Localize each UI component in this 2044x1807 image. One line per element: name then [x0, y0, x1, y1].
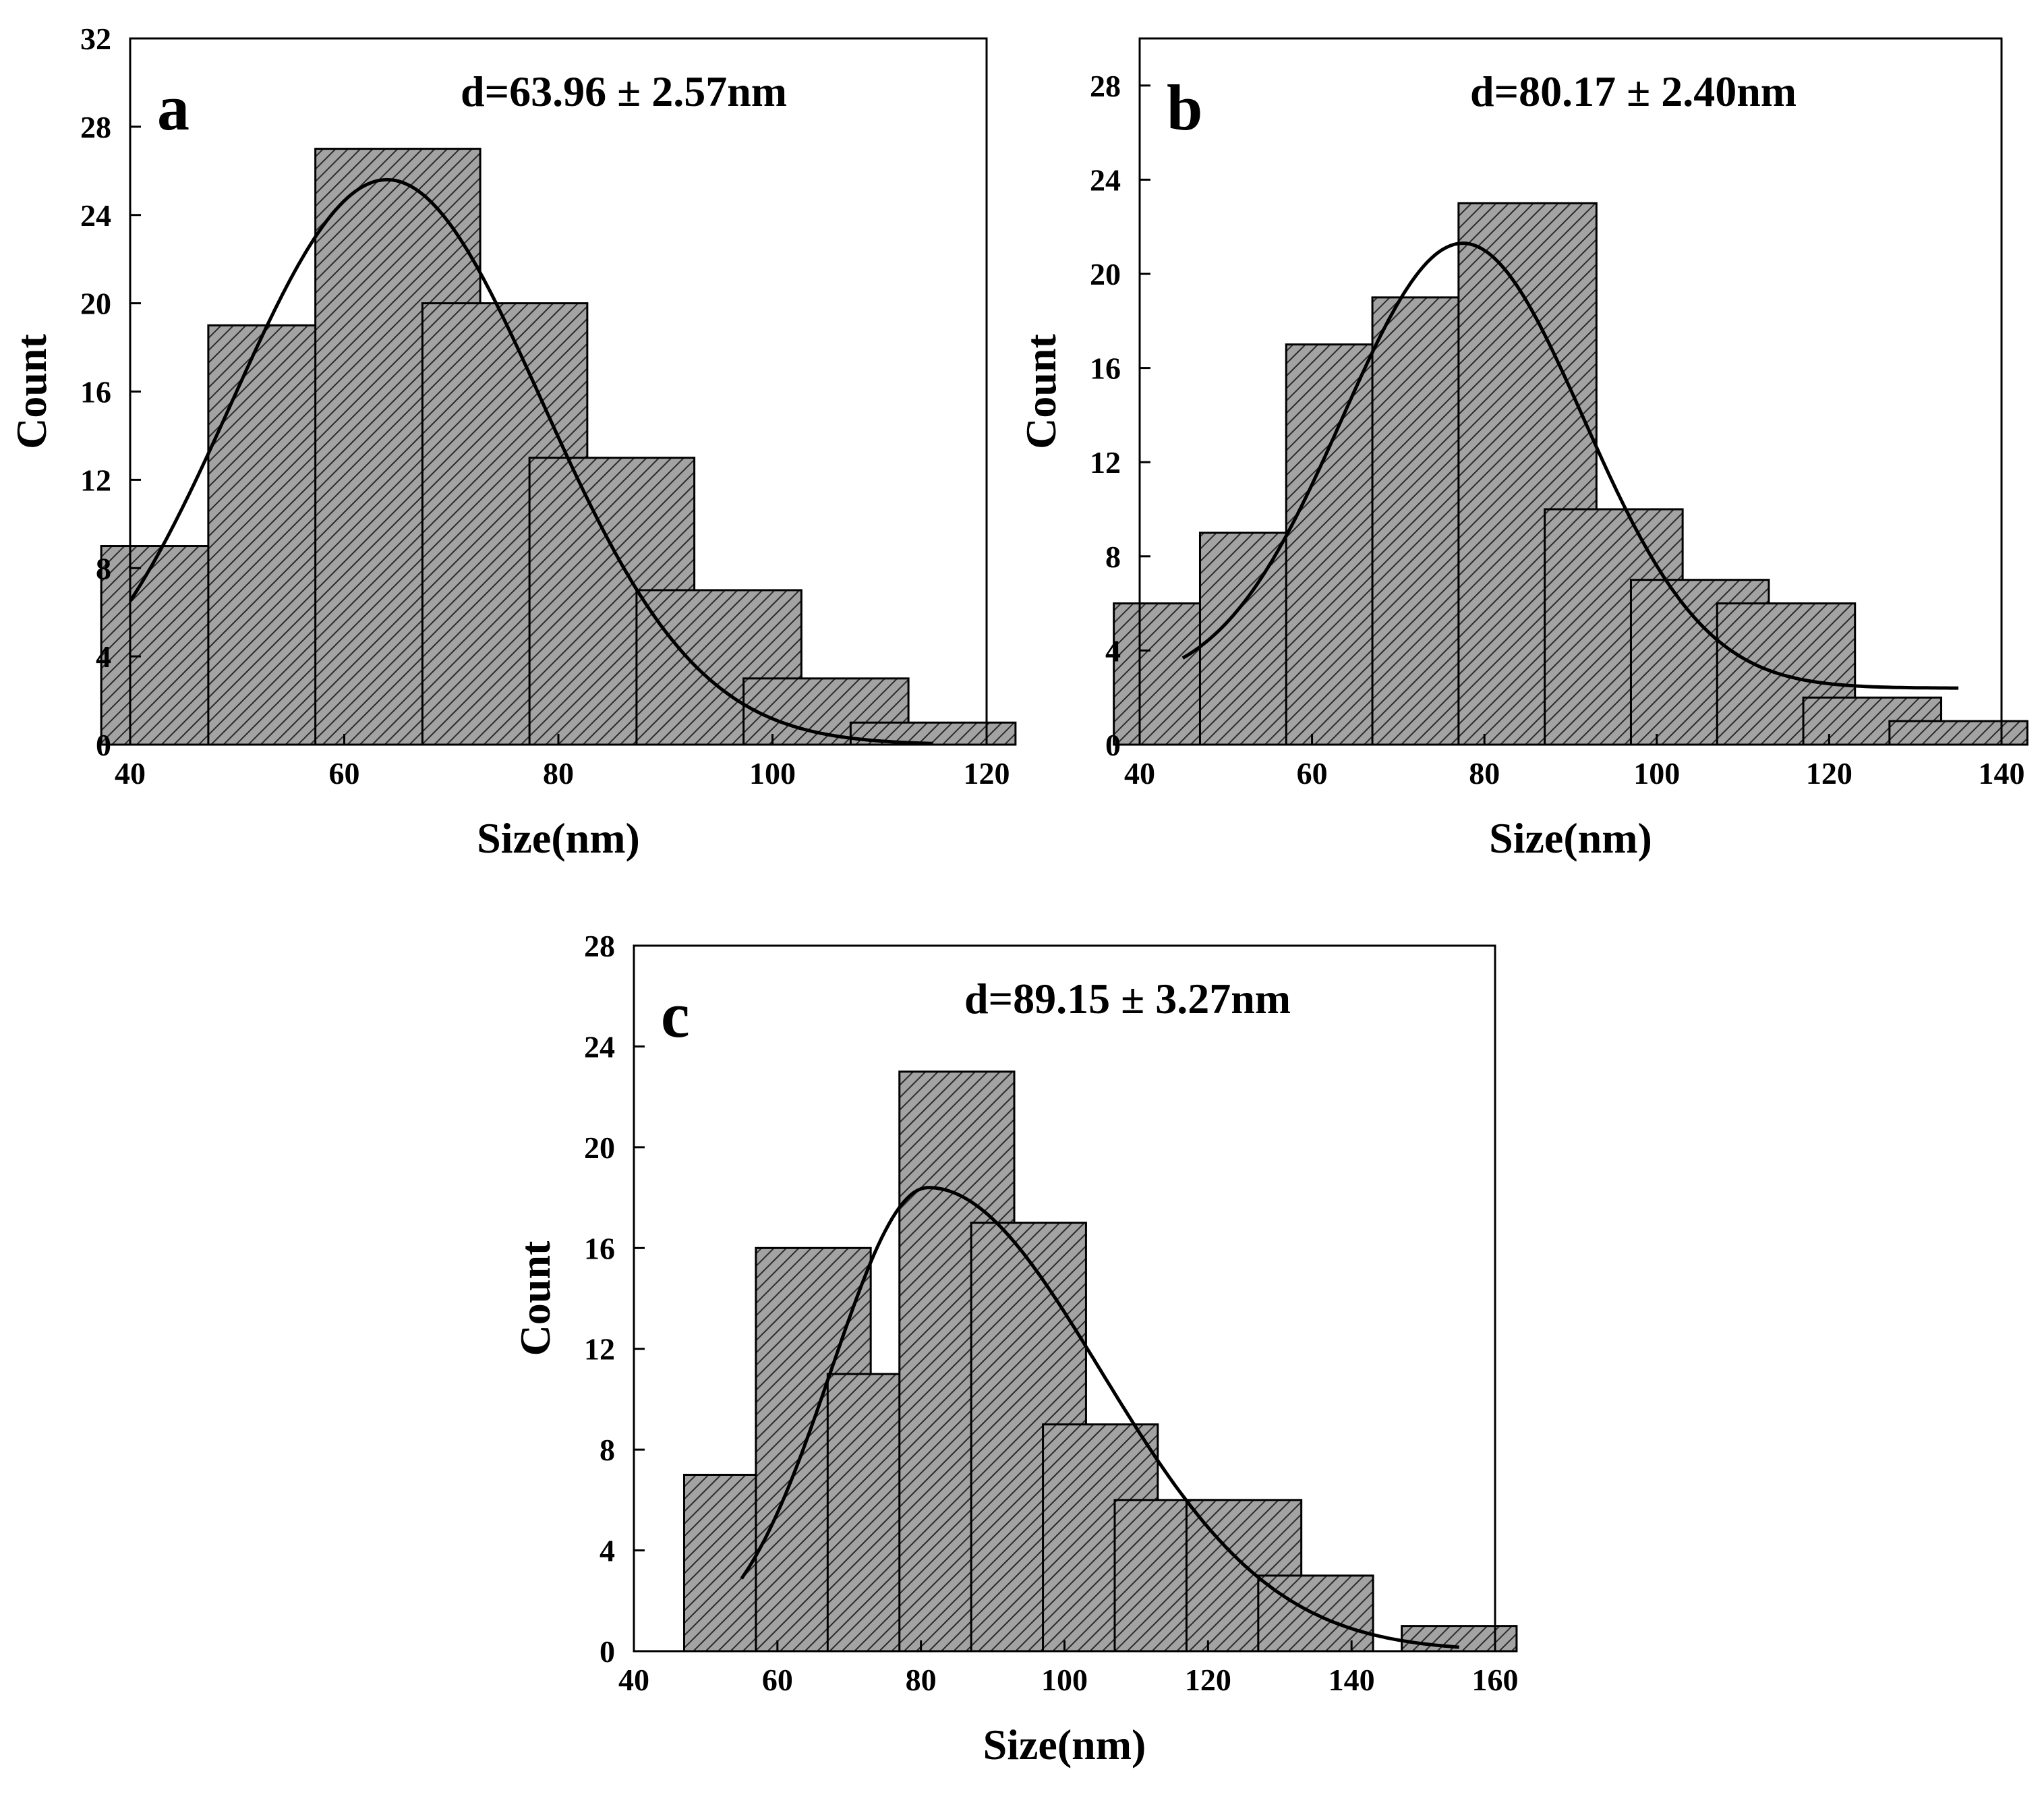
y-tick-label: 16 — [1090, 351, 1121, 386]
x-tick-label: 40 — [115, 756, 146, 791]
y-tick-label: 12 — [80, 463, 111, 497]
y-axis-title: Count — [1017, 333, 1065, 449]
x-axis-title: Size(nm) — [1489, 814, 1652, 862]
x-tick-label: 140 — [1979, 756, 2025, 791]
x-tick-label: 160 — [1472, 1663, 1519, 1697]
panel-b: 40 60 80 100 120 140 0 4 8 12 16 20 24 28 Size(nm) Coun… — [1017, 37, 2028, 862]
y-tick-label: 24 — [80, 198, 111, 233]
x-tick-label: 60 — [762, 1663, 793, 1697]
x-axis-title: Size(nm) — [477, 814, 640, 862]
panel-letter: a — [157, 71, 189, 144]
y-axis-title: Count — [511, 1240, 559, 1356]
histogram-bar — [1888, 720, 2028, 746]
y-tick-label: 4 — [96, 639, 111, 674]
x-tick-label: 80 — [1469, 756, 1500, 791]
panel-c: 40 60 80 100 120 140 160 0 4 8 12 16 20 24 28 Size(nm) C… — [511, 929, 1519, 1769]
y-tick-label: 12 — [584, 1332, 615, 1367]
histogram-bar — [1401, 1625, 1518, 1653]
y-tick-label: 8 — [96, 551, 111, 585]
y-tick-label: 28 — [584, 929, 615, 963]
y-tick-label: 8 — [600, 1433, 615, 1467]
panel-a: 40 60 80 100 120 0 4 8 12 16 20 24 28 32 Size(nm) Count… — [7, 22, 1017, 862]
x-tick-label: 120 — [1806, 756, 1852, 791]
x-tick-label: 120 — [1185, 1663, 1231, 1697]
diameter-annotation: d=89.15 ± 3.27nm — [964, 975, 1291, 1023]
x-tick-label: 80 — [543, 756, 574, 791]
y-tick-label: 0 — [600, 1634, 615, 1669]
diameter-annotation: d=63.96 ± 2.57nm — [461, 67, 787, 115]
panel-letter: b — [1167, 71, 1202, 144]
x-tick-label: 120 — [964, 756, 1010, 791]
y-tick-label: 20 — [1090, 257, 1121, 291]
y-tick-label: 32 — [80, 22, 111, 56]
y-tick-label: 16 — [584, 1231, 615, 1265]
x-tick-label: 40 — [618, 1663, 649, 1697]
y-tick-label: 20 — [584, 1130, 615, 1165]
plot-frame — [1138, 37, 2003, 746]
y-tick-label: 24 — [584, 1029, 615, 1064]
y-tick-label: 16 — [80, 375, 111, 409]
x-tick-label: 100 — [1633, 756, 1680, 791]
y-tick-label: 20 — [80, 287, 111, 321]
y-tick-label: 24 — [1090, 163, 1121, 197]
y-tick-label: 0 — [96, 728, 111, 762]
x-tick-label: 100 — [1041, 1663, 1088, 1697]
x-tick-label: 40 — [1124, 756, 1155, 791]
y-tick-label: 28 — [80, 110, 111, 144]
fit-curve — [1181, 241, 1959, 690]
x-tick-label: 60 — [1297, 756, 1328, 791]
x-tick-label: 80 — [906, 1663, 937, 1697]
x-tick-label: 100 — [749, 756, 796, 791]
y-axis-title: Count — [7, 333, 55, 449]
y-tick-label: 12 — [1090, 445, 1121, 480]
y-tick-label: 8 — [1105, 540, 1121, 574]
panel-letter: c — [661, 979, 690, 1051]
fit-curve — [128, 177, 933, 745]
y-tick-label: 0 — [1105, 728, 1121, 762]
x-axis-title: Size(nm) — [983, 1721, 1146, 1769]
y-tick-label: 4 — [600, 1534, 615, 1568]
y-tick-label: 28 — [1090, 69, 1121, 103]
diameter-annotation: d=80.17 ± 2.40nm — [1470, 67, 1797, 115]
x-tick-label: 140 — [1328, 1663, 1375, 1697]
x-tick-label: 60 — [329, 756, 360, 791]
y-tick-label: 4 — [1105, 633, 1121, 668]
fit-curve — [740, 1186, 1459, 1649]
